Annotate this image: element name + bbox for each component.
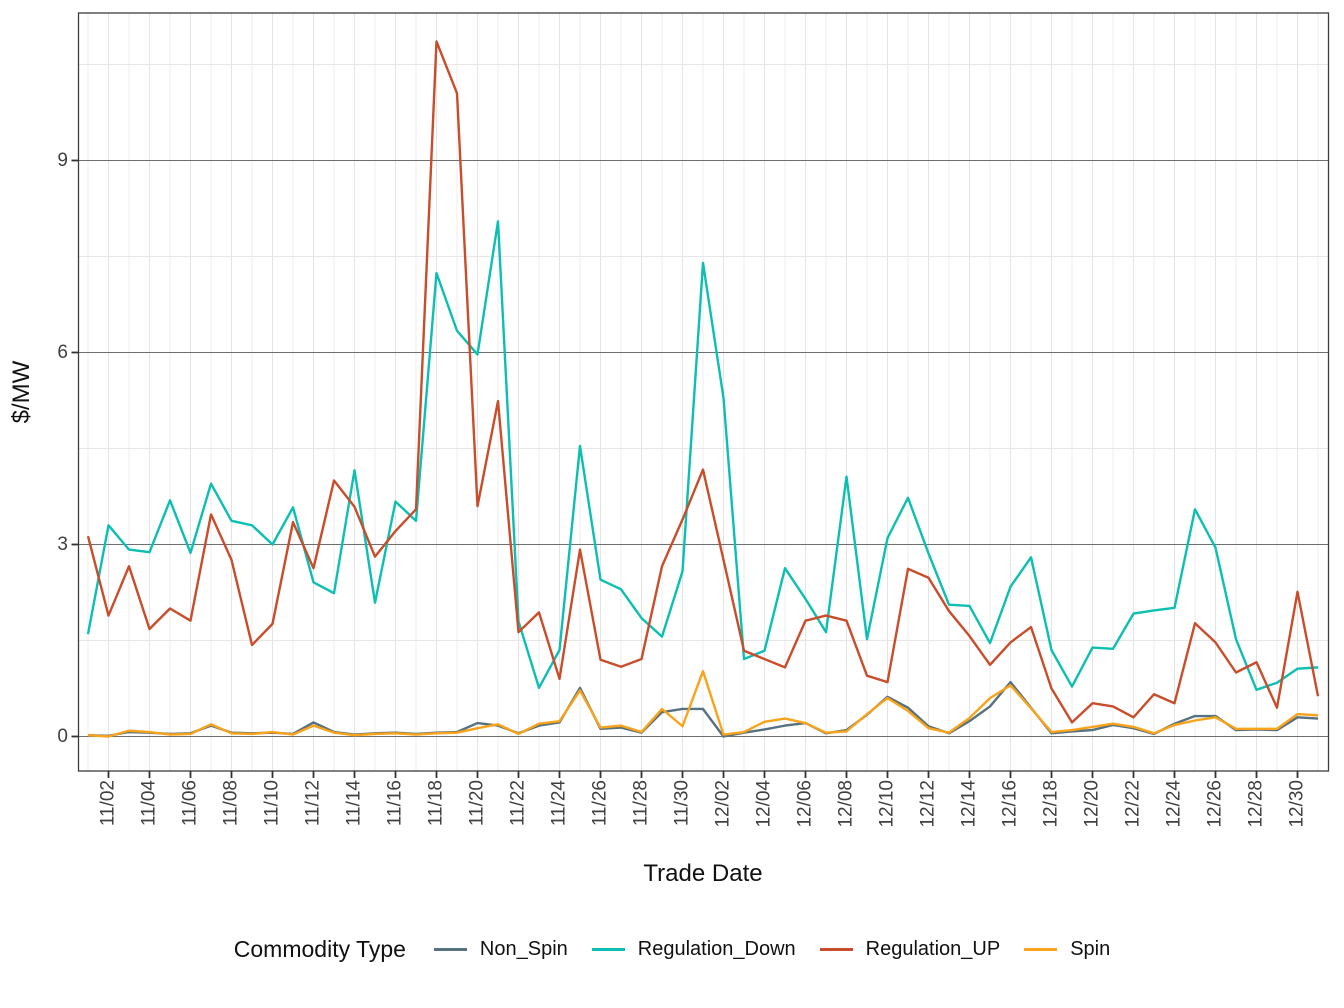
x-tick-label: 12/04 [753,780,775,828]
legend-entry-non_spin: Non_Spin [433,938,568,961]
y-tick-label: 9 [57,149,68,171]
legend-title: Commodity Type [233,936,406,962]
legend-key-icon [591,947,625,952]
legend-key-icon [819,947,853,952]
x-tick-label: 11/04 [138,780,160,827]
x-tick-label: 12/28 [1245,780,1267,828]
x-tick-label: 11/28 [630,780,652,827]
series-line-regulation_down [86,220,1319,691]
legend: Commodity Type Non_Spin Regulation_Down Re… [0,936,1344,963]
x-tick-label: 12/30 [1286,780,1308,828]
legend-key-icon [1024,947,1058,952]
x-tick-label: 12/26 [1204,780,1226,828]
x-tick-label: 12/10 [876,780,898,828]
legend-entry-regulation_down: Regulation_Down [591,938,796,961]
y-tick-label: 0 [57,725,68,747]
x-tick-label: 11/18 [425,780,447,827]
x-tick-label: 11/24 [548,780,570,827]
series-line-regulation_up [86,40,1320,724]
x-axis-title: Trade Date [643,860,763,887]
legend-label: Regulation_Down [637,938,796,960]
x-tick-label: 12/20 [1081,780,1103,828]
x-tick-label: 12/14 [958,780,980,828]
y-tick-label: 6 [57,341,68,363]
x-tick-label: 12/08 [835,780,857,828]
x-tick-label: 11/22 [507,780,529,827]
series-line-spin [87,670,1319,738]
x-tick-label: 12/16 [999,780,1021,828]
x-tick-label: 12/22 [1122,780,1144,828]
x-tick-label: 12/02 [712,780,734,828]
legend-entry-spin: Spin [1024,938,1110,961]
panel-border [77,12,1330,772]
x-tick-label: 12/12 [917,780,939,828]
x-tick-label: 11/30 [671,780,693,827]
x-tick-label: 11/20 [466,780,488,827]
x-tick-label: 11/08 [220,780,242,827]
legend-label: Regulation_UP [865,938,1001,960]
x-tick-label: 11/14 [343,780,365,827]
x-tick-label: 11/16 [384,780,406,827]
x-tick-label: 11/06 [179,780,201,827]
legend-label: Non_Spin [479,938,568,960]
x-tick-label: 12/06 [794,780,816,828]
y-tick-label: 3 [57,533,68,555]
legend-entry-regulation_up: Regulation_UP [819,938,1001,961]
x-tick-label: 12/24 [1163,780,1185,828]
x-tick-label: 11/12 [302,780,324,827]
legend-label: Spin [1070,938,1111,960]
legend-key-icon [433,947,467,952]
x-tick-label: 12/18 [1040,780,1062,828]
x-tick-label: 11/10 [261,780,283,827]
x-tick-label: 11/26 [589,780,611,827]
x-tick-label: 11/02 [97,780,119,827]
y-axis-title: $/MW [8,360,35,424]
